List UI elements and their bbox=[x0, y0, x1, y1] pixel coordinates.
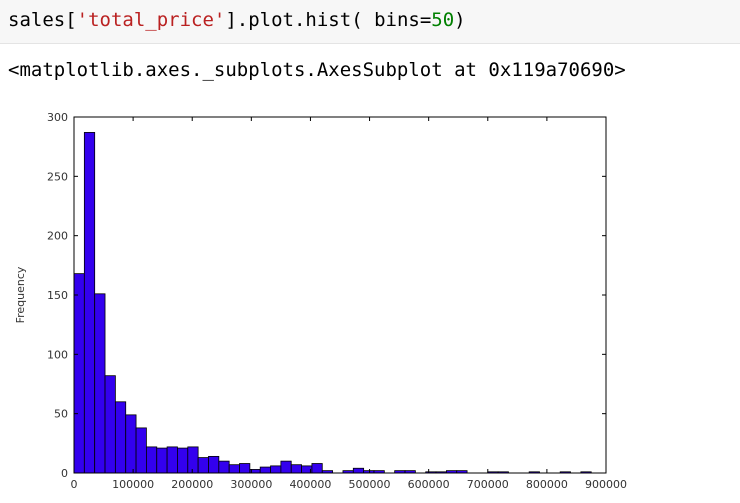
y-tick-label: 100 bbox=[47, 348, 68, 361]
histogram-bar bbox=[114, 401, 127, 474]
code-token: sales[ bbox=[8, 9, 77, 31]
histogram-bar bbox=[94, 293, 106, 474]
x-tick-label: 900000 bbox=[585, 478, 627, 491]
histogram-bar bbox=[166, 446, 178, 474]
plot-frame bbox=[73, 116, 607, 474]
histogram-bar bbox=[197, 457, 209, 474]
histogram-bar bbox=[311, 463, 323, 474]
y-axis-label: Frequency bbox=[14, 266, 27, 323]
histogram-bar bbox=[270, 465, 282, 474]
x-tick-label: 800000 bbox=[526, 478, 568, 491]
y-tick-label: 150 bbox=[47, 289, 68, 302]
code-token: ].plot.hist( bins= bbox=[225, 9, 432, 31]
y-tick-label: 200 bbox=[47, 230, 68, 243]
histogram-bar bbox=[228, 464, 240, 474]
histogram-chart: 0 100000 200000 300000 400000 500000 600000 700… bbox=[14, 111, 627, 491]
histogram-bar bbox=[239, 463, 251, 474]
x-tick-label: 200000 bbox=[171, 478, 213, 491]
y-tick-label: 250 bbox=[47, 170, 68, 183]
x-tick-label: 400000 bbox=[289, 478, 331, 491]
histogram-bar bbox=[352, 467, 365, 474]
histogram-bar bbox=[104, 375, 116, 474]
histogram-bar bbox=[280, 460, 292, 474]
code-cell[interactable]: sales['total_price'].plot.hist( bins=50) bbox=[0, 0, 740, 44]
code-number-token: 50 bbox=[431, 9, 455, 31]
histogram-bar bbox=[83, 132, 96, 474]
histogram-bar bbox=[208, 455, 220, 474]
cell-output-text: <matplotlib.axes._subplots.AxesSubplot a… bbox=[8, 59, 626, 81]
y-tick-label: 300 bbox=[47, 111, 68, 124]
code-token: ) bbox=[454, 9, 466, 31]
y-tick-label: 50 bbox=[54, 408, 68, 421]
code-input[interactable]: sales['total_price'].plot.hist( bins=50) bbox=[8, 9, 466, 31]
histogram-bar bbox=[290, 464, 302, 474]
x-tick-label: 500000 bbox=[349, 478, 391, 491]
x-tick-label: 0 bbox=[71, 478, 78, 491]
x-tick-label: 700000 bbox=[467, 478, 509, 491]
histogram-bar bbox=[218, 460, 230, 474]
histogram-bar bbox=[125, 414, 137, 474]
histogram-bar bbox=[156, 447, 168, 474]
histogram-bar bbox=[73, 273, 85, 474]
x-tick-label: 300000 bbox=[230, 478, 272, 491]
histogram-bar bbox=[187, 446, 199, 474]
histogram-bar bbox=[177, 447, 189, 474]
x-tick-label: 600000 bbox=[408, 478, 450, 491]
x-tick-label: 100000 bbox=[112, 478, 154, 491]
code-string-token: 'total_price' bbox=[76, 9, 226, 31]
histogram-bar bbox=[146, 446, 158, 474]
y-tick-label: 0 bbox=[61, 467, 68, 480]
histogram-bar bbox=[135, 427, 147, 474]
histogram-bar bbox=[259, 466, 271, 474]
